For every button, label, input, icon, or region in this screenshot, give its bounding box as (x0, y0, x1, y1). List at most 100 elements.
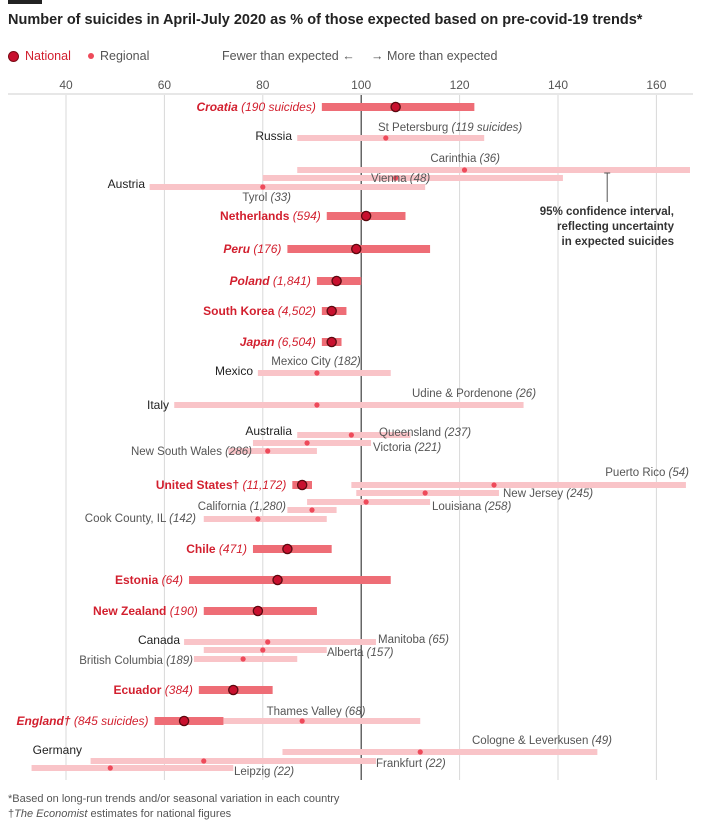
regional-label: Thames Valley (68) (267, 706, 366, 718)
regional-label: British Columbia (189) (79, 655, 193, 667)
national-value-dot (326, 305, 337, 317)
regional-value-dot (383, 135, 389, 141)
national-count: (594) (289, 209, 320, 223)
regional-label: Cook County, IL (142) (85, 513, 196, 525)
national-name: Japan (240, 335, 275, 349)
regional-label: Manitoba (65) (378, 634, 449, 646)
national-label: Netherlands (594) (220, 209, 321, 223)
country-label: Italy (147, 398, 169, 412)
regional-value-dot (299, 718, 305, 724)
national-value-dot (326, 336, 337, 348)
regional-value-dot (260, 184, 266, 190)
national-value-dot (360, 210, 372, 222)
x-tick-label: 60 (158, 78, 172, 92)
regional-interval-bar (228, 448, 317, 454)
national-value-dot (331, 275, 342, 287)
regional-interval-bar (297, 167, 690, 173)
regional-label: Cologne & Leverkusen (49) (472, 735, 612, 747)
regional-name: Vienna (371, 173, 410, 185)
regional-interval-bar (297, 135, 485, 141)
regional-name: Cologne & Leverkusen (472, 735, 592, 747)
national-label: Croatia (190 suicides) (196, 100, 315, 114)
regional-label: Queensland (237) (379, 427, 471, 439)
regional-label: Udine & Pordenone (26) (412, 388, 536, 400)
regional-value-dot (240, 656, 246, 662)
national-value-dot (351, 243, 362, 255)
regional-value-dot (491, 482, 497, 488)
regional-value-dot (417, 749, 423, 755)
regional-name: California (198, 501, 250, 513)
country-label: Mexico (215, 364, 253, 378)
regional-count: (119 suicides) (452, 122, 523, 134)
legend: National Regional Fewer than expected ← … (8, 49, 698, 67)
regional-value-dot (260, 647, 266, 653)
national-name: Ecuador (113, 683, 161, 697)
national-label: Ecuador (384) (113, 683, 192, 697)
regional-value-dot (422, 490, 428, 496)
regional-interval-bar (184, 639, 376, 645)
regional-value-dot (314, 402, 320, 408)
regional-count: (65) (429, 634, 450, 646)
regional-value-dot (265, 639, 271, 645)
national-value-dot (252, 605, 264, 617)
legend-more: → More than expected (371, 49, 497, 63)
country-label: Austria (108, 177, 146, 191)
legend-more-label: → More than expected (371, 49, 498, 63)
regional-count: (22) (425, 758, 446, 770)
regional-interval-bar (203, 516, 327, 522)
regional-interval-bar (282, 749, 598, 755)
legend-fewer: Fewer than expected ← (222, 49, 355, 63)
national-interval-bar (189, 576, 391, 584)
national-value-dot (296, 479, 308, 491)
national-name: Estonia (115, 573, 159, 587)
x-tick-label: 120 (450, 78, 470, 92)
footnote-2-suffix: estimates for national figures (87, 808, 232, 820)
regional-value-dot (314, 370, 320, 376)
country-label: Canada (138, 633, 180, 647)
national-count: (190 suicides) (238, 100, 316, 114)
x-tick-label: 140 (548, 78, 568, 92)
legend-national-label: National (25, 49, 71, 63)
footnote-1: *Based on long-run trends and/or seasona… (8, 793, 340, 805)
national-name: Croatia (196, 100, 238, 114)
national-label: Estonia (64) (115, 573, 183, 587)
regional-count: (237) (444, 427, 471, 439)
regional-name: Thames Valley (267, 706, 345, 718)
national-label: United States† (11,172) (156, 478, 287, 492)
national-name: England† (16, 714, 70, 728)
regional-label: Alberta (157) (327, 647, 394, 659)
national-name: United States† (156, 478, 239, 492)
national-name: Peru (223, 242, 250, 256)
regional-label: Mexico City (182) (271, 356, 361, 368)
national-label: South Korea (4,502) (203, 304, 316, 318)
annotation-line: reflecting uncertainty (557, 221, 675, 233)
regional-count: (286) (225, 446, 252, 458)
regional-label: Victoria (221) (373, 442, 441, 454)
regional-count: (33) (271, 192, 292, 204)
national-label: England† (845 suicides) (16, 714, 148, 728)
regional-count: (157) (367, 647, 394, 659)
regional-interval-bar (252, 440, 372, 446)
country-label: Germany (33, 743, 82, 757)
regional-name: Queensland (379, 427, 444, 439)
national-label: Chile (471) (186, 542, 247, 556)
regional-label: New Jersey (245) (503, 488, 593, 500)
legend-regional: Regional (88, 49, 149, 63)
regional-label: Carinthia (36) (430, 153, 500, 165)
regional-name: Leipzig (234, 766, 274, 778)
regional-name: Alberta (327, 647, 367, 659)
national-name: Netherlands (220, 209, 290, 223)
regional-name: Tyrol (242, 192, 270, 204)
x-tick-label: 160 (646, 78, 666, 92)
regional-label: New South Wales (286) (131, 446, 252, 458)
regional-value-dot (265, 448, 271, 454)
national-value-dot (178, 715, 190, 727)
regional-name: Carinthia (430, 153, 479, 165)
national-count: (1,841) (270, 274, 311, 288)
national-label: Japan (6,504) (240, 335, 316, 349)
regional-count: (258) (484, 501, 511, 513)
national-count: (4,502) (274, 304, 315, 318)
annotation-line: in expected suicides (562, 236, 675, 248)
legend-fewer-label: Fewer than expected ← (222, 49, 355, 63)
regional-name: Louisiana (432, 501, 484, 513)
